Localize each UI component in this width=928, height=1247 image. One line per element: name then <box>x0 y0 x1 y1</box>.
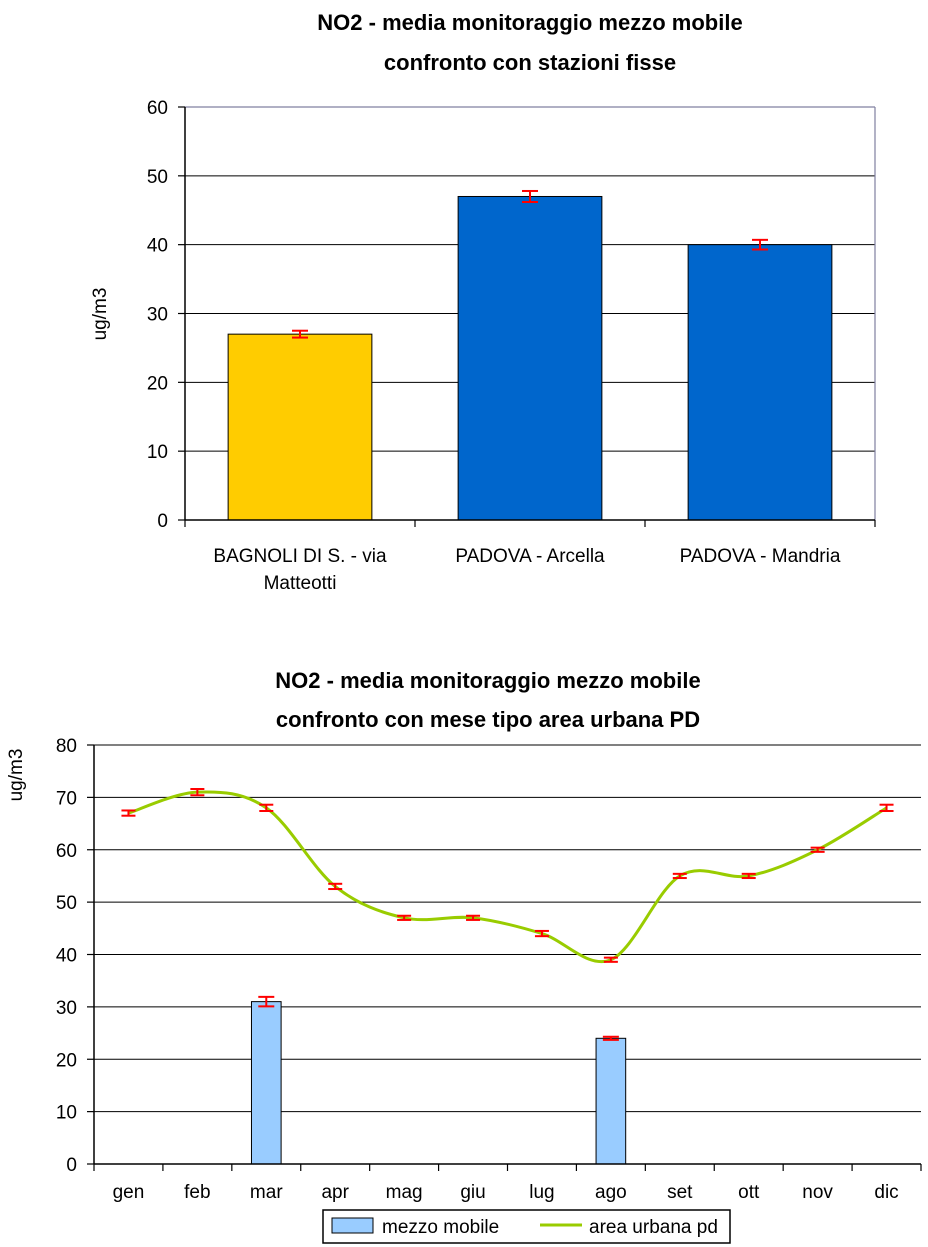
chart1-y-axis-label: ug/m3 <box>90 288 111 341</box>
chart2-title-line2: confronto con mese tipo area urbana PD <box>276 707 700 732</box>
y-tick-label: 10 <box>56 1103 77 1124</box>
y-tick-label: 70 <box>56 788 77 809</box>
y-tick-label: 20 <box>147 373 168 394</box>
chart1-title-line2: confronto con stazioni fisse <box>384 50 676 75</box>
legend-swatch-bar <box>331 1217 374 1234</box>
bar <box>457 195 603 521</box>
chart2-gridlines <box>94 744 921 1113</box>
chart1-y-ticks: 0 10 20 30 40 50 60 <box>147 98 168 532</box>
x-category-label: lug <box>529 1182 554 1203</box>
x-category-label: PADOVA - Mandria <box>680 546 841 567</box>
chart2-bars <box>250 1001 627 1165</box>
chart2-legend: mezzo mobile area urbana pd <box>322 1209 731 1244</box>
y-tick-label: 40 <box>56 946 77 967</box>
y-tick-label: 50 <box>147 167 168 188</box>
x-category-label: feb <box>184 1182 210 1203</box>
x-category-label: mar <box>250 1182 283 1203</box>
chart2-y-ticks: 0 10 20 30 40 50 60 70 80 <box>56 736 77 1176</box>
y-tick-label: 50 <box>56 893 77 914</box>
x-category-label: apr <box>321 1182 349 1203</box>
y-tick-label: 0 <box>157 511 168 532</box>
x-category-label: ott <box>738 1182 760 1203</box>
x-category-label: ago <box>595 1182 627 1203</box>
x-category-label: Matteotti <box>264 573 337 594</box>
x-category-label: set <box>667 1182 693 1203</box>
y-tick-label: 30 <box>56 998 77 1019</box>
y-tick-label: 80 <box>56 736 77 757</box>
x-category-label: mag <box>386 1182 423 1203</box>
y-tick-label: 30 <box>147 305 168 326</box>
chart2-error-bars <box>121 787 894 1041</box>
y-tick-label: 40 <box>147 236 168 257</box>
x-category-label: PADOVA - Arcella <box>455 546 605 567</box>
legend-label-line: area urbana pd <box>589 1217 718 1238</box>
x-category-label: dic <box>874 1182 898 1203</box>
chart1-error-bars <box>292 189 768 339</box>
series-line-area-urbana <box>127 790 888 964</box>
chart2-line <box>127 790 888 964</box>
y-tick-label: 0 <box>66 1155 77 1176</box>
chart1-x-ticks: BAGNOLI DI S. - via Matteotti PADOVA - Arc… <box>213 546 840 594</box>
bar <box>595 1037 627 1165</box>
x-category-label: gen <box>113 1182 145 1203</box>
chart2-y-axis-label: ug/m3 <box>6 749 27 802</box>
chart1-title-line1: NO2 - media monitoraggio mezzo mobile <box>317 10 742 35</box>
y-tick-label: 20 <box>56 1050 77 1071</box>
legend-label-bar: mezzo mobile <box>382 1217 499 1238</box>
legend-box <box>322 1209 731 1244</box>
bar <box>227 333 373 521</box>
chart-stations: NO2 - media monitoraggio mezzo mobile co… <box>90 10 876 594</box>
chart2-axes <box>87 744 922 1171</box>
y-tick-label: 60 <box>56 841 77 862</box>
bar <box>250 1001 282 1165</box>
y-tick-label: 60 <box>147 98 168 119</box>
chart1-axes <box>178 106 876 527</box>
chart2-title-line1: NO2 - media monitoraggio mezzo mobile <box>275 668 700 693</box>
x-category-label: nov <box>802 1182 833 1203</box>
chart2-x-ticks: gen feb mar apr mag giu lug ago set ott nov dic <box>113 1182 899 1203</box>
x-category-label: BAGNOLI DI S. - via <box>213 546 387 567</box>
x-category-label: giu <box>460 1182 485 1203</box>
chart1-bars <box>227 195 833 521</box>
y-tick-label: 10 <box>147 442 168 463</box>
chart-monthly: NO2 - media monitoraggio mezzo mobile co… <box>6 668 922 1244</box>
bar <box>687 244 833 521</box>
